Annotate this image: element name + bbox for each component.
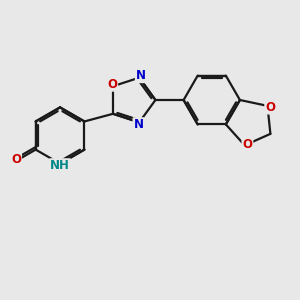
Text: O: O [265,100,275,113]
Text: O: O [107,78,117,91]
Text: O: O [11,153,21,166]
Text: N: N [136,69,146,82]
Text: N: N [134,118,143,131]
Text: NH: NH [50,159,70,172]
Text: O: O [242,138,252,151]
